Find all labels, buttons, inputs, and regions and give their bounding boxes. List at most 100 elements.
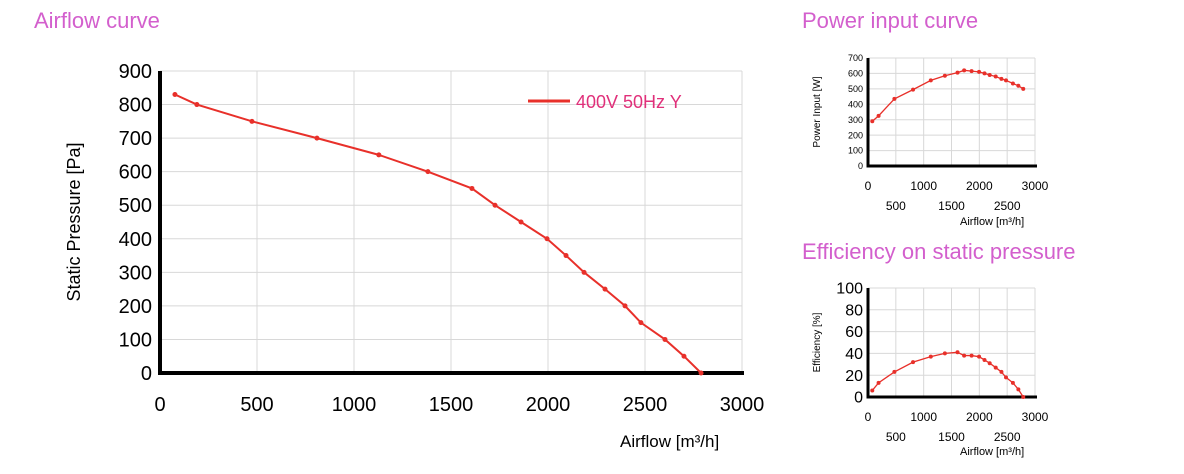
data-point xyxy=(698,370,704,376)
data-point xyxy=(876,113,881,118)
y-tick-label: 500 xyxy=(119,195,152,217)
x-tick-label: 2500 xyxy=(994,199,1021,213)
data-point xyxy=(425,169,431,175)
data-point xyxy=(969,69,974,74)
y-tick-label: 300 xyxy=(848,115,863,125)
data-point xyxy=(1003,375,1008,380)
data-point xyxy=(942,351,947,356)
y-tick-label: 80 xyxy=(845,302,863,319)
data-point xyxy=(892,96,897,101)
data-point xyxy=(581,269,587,275)
airflow-curve-title: Airflow curve xyxy=(34,8,160,33)
x-tick-label: 500 xyxy=(240,394,273,416)
data-point xyxy=(1010,380,1015,385)
data-point xyxy=(622,303,628,309)
y-tick-label: 200 xyxy=(119,296,152,318)
x-tick-label: 2500 xyxy=(623,394,668,416)
data-point xyxy=(911,87,916,92)
data-point xyxy=(376,152,382,158)
x-tick-label: 2000 xyxy=(526,394,571,416)
data-point xyxy=(314,135,320,141)
data-point xyxy=(962,353,967,358)
data-point xyxy=(172,91,178,97)
data-point xyxy=(492,202,498,208)
data-point xyxy=(870,388,875,393)
x-tick-label: 3000 xyxy=(1022,410,1049,424)
x-axis-label: Airflow [m³/h] xyxy=(960,446,1024,458)
y-tick-label: 0 xyxy=(858,161,863,171)
data-point xyxy=(993,74,998,79)
x-tick-label: 1000 xyxy=(332,394,377,416)
x-tick-label: 3000 xyxy=(720,394,765,416)
y-tick-label: 100 xyxy=(848,146,863,156)
x-tick-label: 1000 xyxy=(910,179,937,193)
data-point xyxy=(977,354,982,359)
y-tick-label: 100 xyxy=(836,281,863,298)
data-point xyxy=(928,354,933,359)
y-tick-label: 600 xyxy=(119,162,152,184)
data-point xyxy=(928,78,933,83)
legend-label: 400V 50Hz Y xyxy=(576,92,682,112)
data-point xyxy=(662,336,668,342)
data-point xyxy=(969,353,974,358)
x-tick-label: 2000 xyxy=(966,410,993,424)
y-tick-label: 200 xyxy=(848,130,863,140)
y-tick-label: 800 xyxy=(119,95,152,117)
y-tick-label: 0 xyxy=(854,390,863,407)
efficiency-curve-title: Efficiency on static pressure xyxy=(802,239,1076,264)
data-point xyxy=(249,118,255,124)
data-point xyxy=(469,185,475,191)
data-point xyxy=(563,253,569,259)
data-point xyxy=(993,365,998,370)
data-point xyxy=(194,102,200,108)
x-tick-label: 2500 xyxy=(994,430,1021,444)
data-point xyxy=(955,350,960,355)
x-tick-label: 0 xyxy=(154,394,165,416)
y-tick-label: 0 xyxy=(141,363,152,385)
x-axis-label: Airflow [m³/h] xyxy=(620,432,719,451)
y-axis-label: Efficiency [%] xyxy=(812,312,823,372)
data-point xyxy=(1010,81,1015,86)
x-tick-label: 1500 xyxy=(938,430,965,444)
y-axis-label: Power Input [W] xyxy=(812,76,823,147)
series-line xyxy=(871,351,1024,398)
y-tick-label: 300 xyxy=(119,262,152,284)
series-line xyxy=(174,93,702,374)
x-tick-label: 500 xyxy=(886,199,906,213)
x-tick-label: 0 xyxy=(865,179,872,193)
data-point xyxy=(987,72,992,77)
data-point xyxy=(1003,78,1008,83)
data-point xyxy=(955,70,960,75)
y-tick-label: 500 xyxy=(848,84,863,94)
data-point xyxy=(638,320,644,326)
data-point xyxy=(892,369,897,374)
data-point xyxy=(1021,395,1026,399)
data-point xyxy=(977,69,982,74)
y-tick-label: 20 xyxy=(845,368,863,385)
data-point xyxy=(999,76,1004,81)
data-point xyxy=(602,286,608,292)
y-tick-label: 700 xyxy=(848,53,863,63)
x-tick-label: 500 xyxy=(886,430,906,444)
y-tick-label: 600 xyxy=(848,69,863,79)
data-point xyxy=(681,353,687,359)
data-point xyxy=(999,369,1004,374)
y-tick-label: 60 xyxy=(845,324,863,341)
y-tick-label: 900 xyxy=(119,61,152,83)
y-tick-label: 40 xyxy=(845,346,863,363)
data-point xyxy=(982,71,987,76)
y-tick-label: 400 xyxy=(848,99,863,109)
data-point xyxy=(962,68,967,73)
x-tick-label: 0 xyxy=(865,410,872,424)
data-point xyxy=(1021,86,1026,91)
y-axis-label: Static Pressure [Pa] xyxy=(64,142,84,301)
data-point xyxy=(870,119,875,124)
y-tick-label: 400 xyxy=(119,229,152,251)
y-tick-label: 100 xyxy=(119,329,152,351)
data-point xyxy=(987,361,992,366)
y-tick-label: 700 xyxy=(119,128,152,150)
x-tick-label: 1000 xyxy=(910,410,937,424)
data-point xyxy=(982,357,987,362)
data-point xyxy=(518,219,524,225)
